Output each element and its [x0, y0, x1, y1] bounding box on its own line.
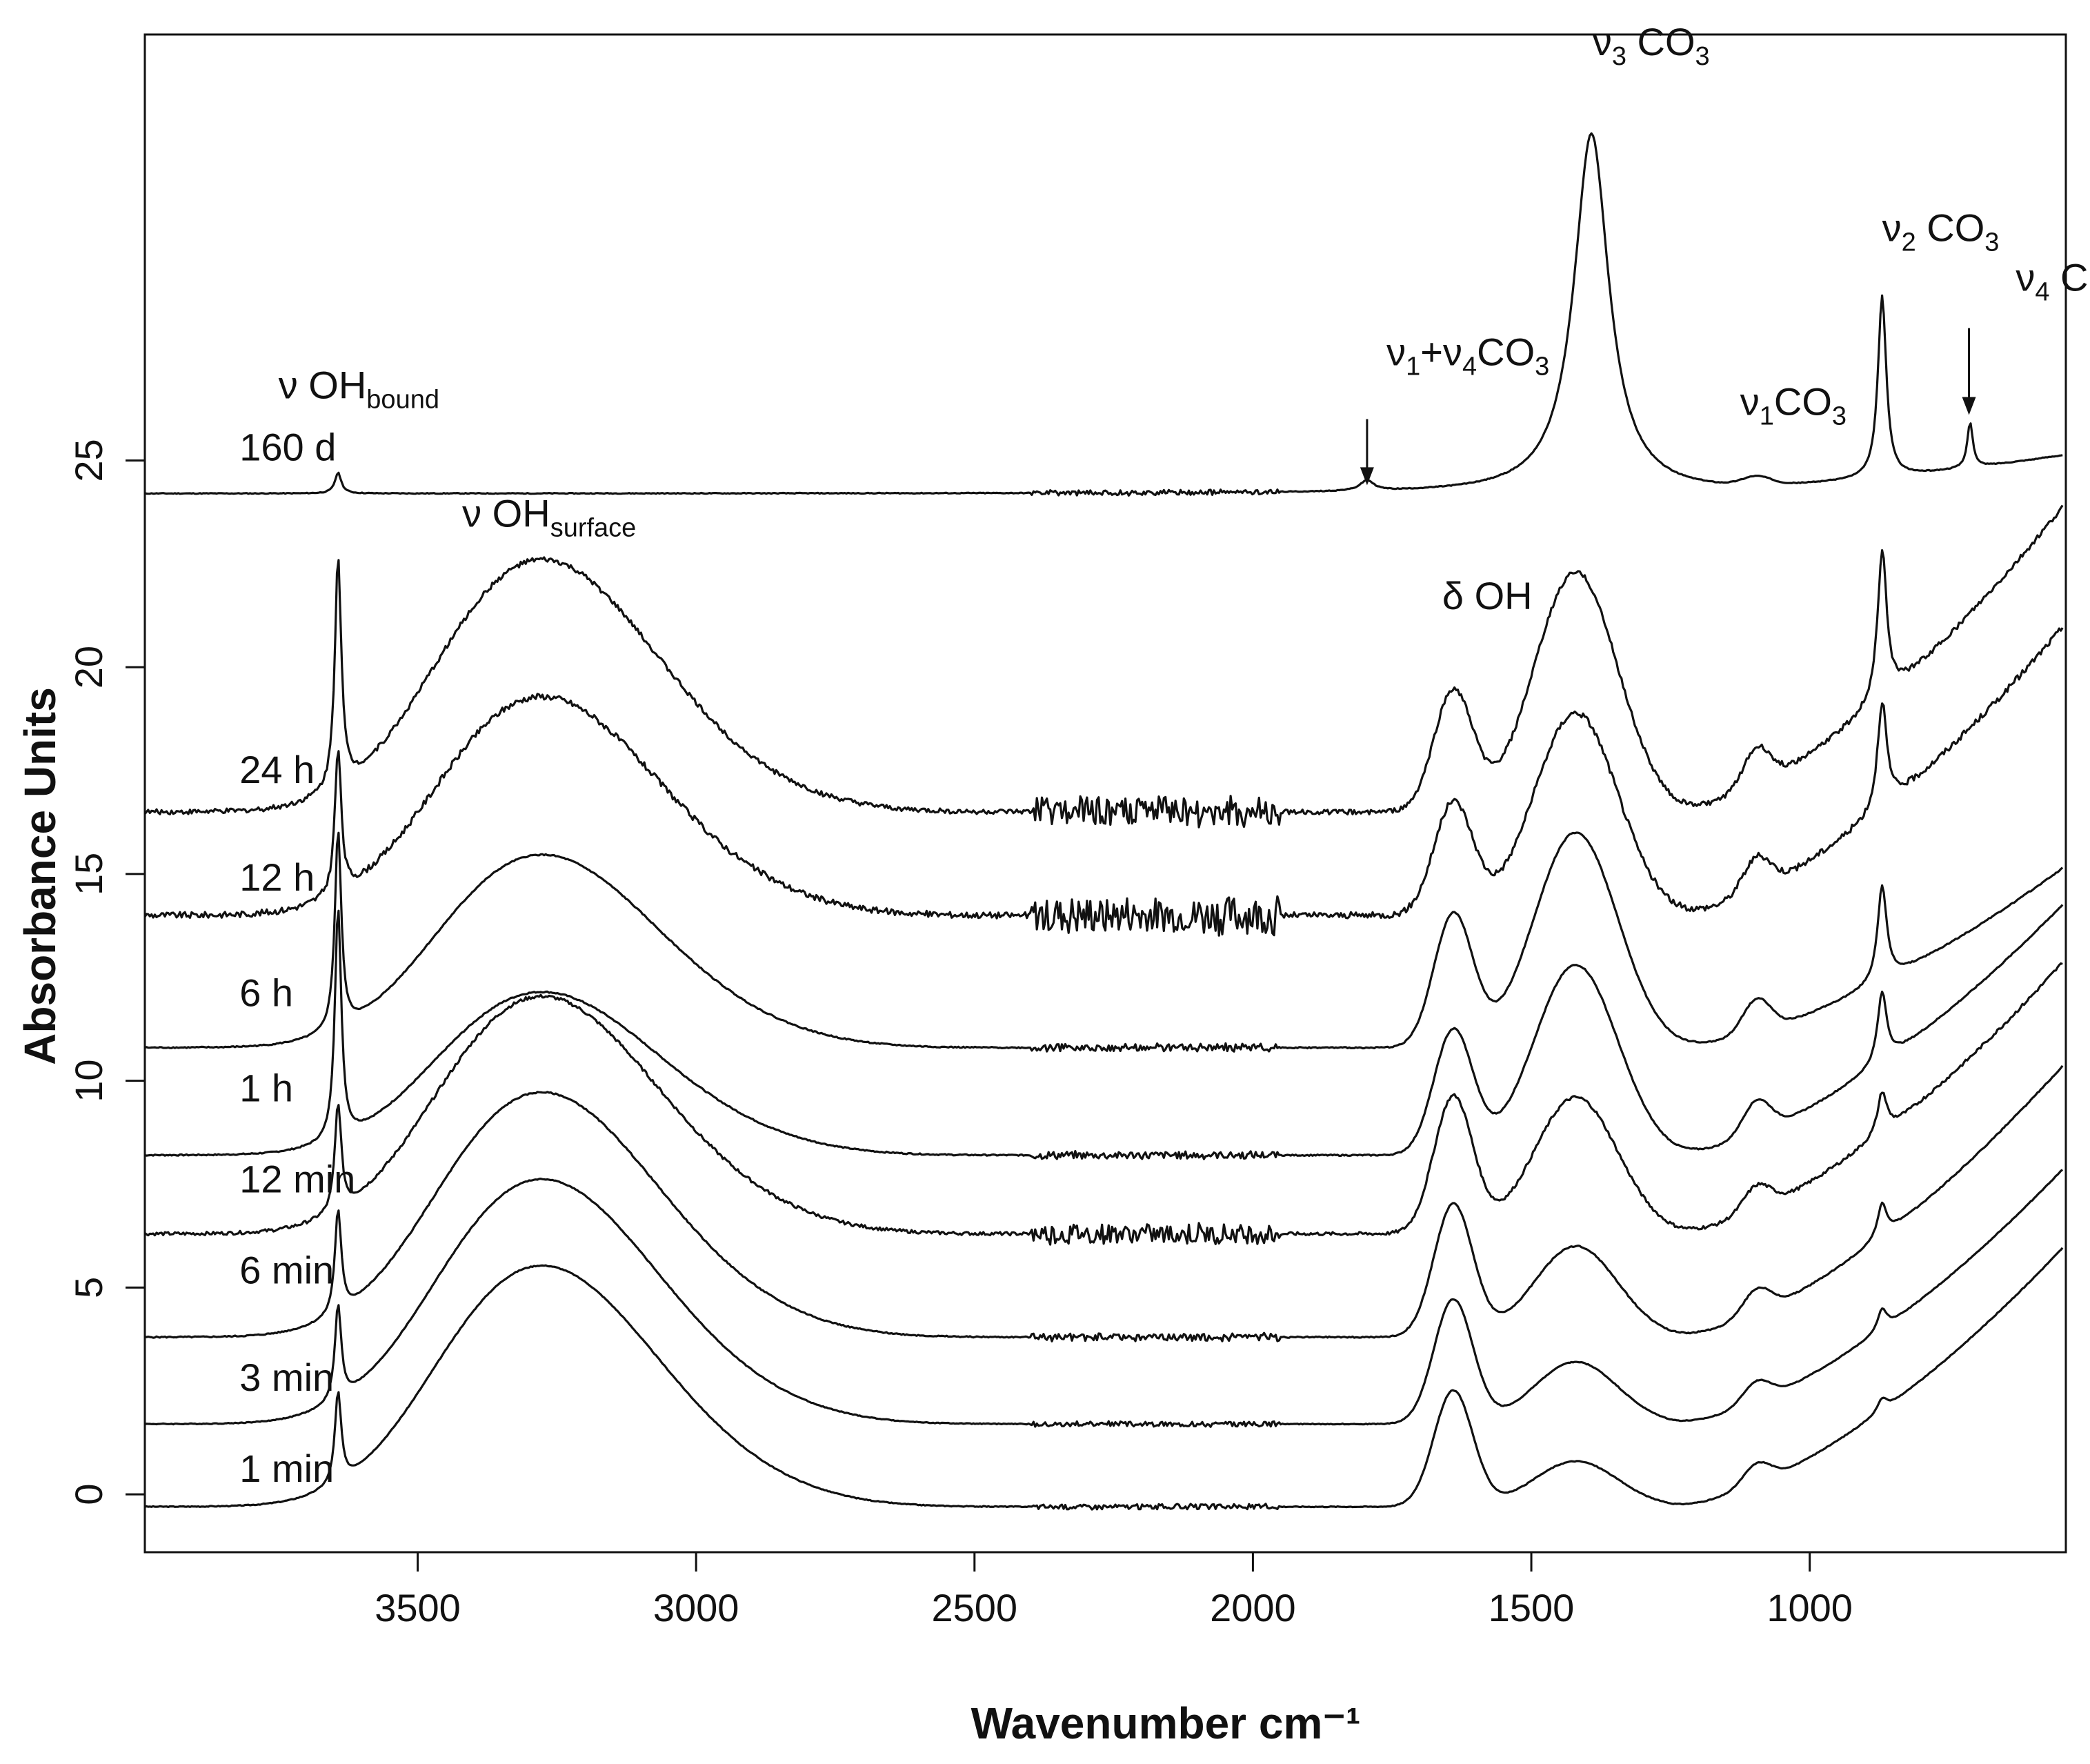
series-label-5: 6 h	[239, 971, 293, 1015]
spectrum-line-0	[144, 1247, 2064, 1511]
series-label-4: 1 h	[239, 1067, 293, 1110]
plot-border	[143, 33, 2067, 1554]
y-tick-label: 15	[67, 853, 110, 895]
y-axis-title: Absorbance Units	[15, 687, 65, 1065]
annotation-v1v4: ν1+ν4CO3	[1386, 330, 1549, 381]
series-label-2: 6 min	[239, 1248, 334, 1291]
annotation-v1: ν1CO3	[1740, 379, 1847, 430]
annotation-v4: ν4 CO3	[2016, 256, 2090, 307]
y-tick-label: 10	[67, 1059, 110, 1102]
y-tick-label: 5	[67, 1277, 110, 1298]
series-labels: 1 min 3 min 6 min 12 min 1 h 6 h 12 h 24 h 160 d	[239, 425, 355, 1490]
annotation-arrowhead-v1v4	[1360, 467, 1374, 486]
spectrum-line-2	[144, 1064, 2064, 1342]
series-lines	[143, 132, 2064, 1511]
x-axis-title: Wavenumber cm⁻¹	[971, 1698, 1361, 1748]
series-label-8: 160 d	[239, 425, 336, 468]
annotation-arrowhead-v4	[1962, 397, 1976, 415]
plot-frame	[143, 33, 2067, 1554]
x-tick-label: 3000	[653, 1586, 739, 1629]
annotation-v2: ν2 CO3	[1882, 206, 2000, 257]
annotation-oh_surface: ν OHsurface	[462, 491, 636, 542]
y-tick-label: 0	[67, 1483, 110, 1505]
spectrum-line-4	[144, 904, 2064, 1160]
series-label-0: 1 min	[239, 1447, 334, 1490]
series-label-6: 12 h	[239, 855, 315, 899]
spectrum-line-5	[144, 831, 2064, 1053]
y-tick-label: 25	[67, 439, 110, 482]
x-tick-label: 2000	[1210, 1586, 1296, 1629]
peak-annotations: ν OHbound ν OHsurface δ OH ν1+ν4CO3 ν3 CO3 ν1…	[279, 20, 2090, 617]
x-tick-label: 1000	[1766, 1586, 1853, 1629]
y-tick-label: 20	[67, 646, 110, 688]
spectrum-line-6	[143, 627, 2064, 937]
series-label-3: 12 min	[239, 1157, 355, 1200]
x-tick-label: 2500	[932, 1586, 1018, 1629]
series-label-1: 3 min	[239, 1356, 334, 1399]
annotation-v3: ν3 CO3	[1593, 20, 1710, 71]
spectrum-line-3	[144, 962, 2063, 1246]
annotation-delta_oh: δ OH	[1442, 574, 1533, 617]
spectrum-line-7	[143, 504, 2064, 829]
annotation-oh_bound: ν OHbound	[279, 364, 439, 415]
spectrum-line-8	[144, 132, 2063, 497]
y-axis-ticks: 0 5 10 15 20 25	[67, 439, 145, 1505]
series-label-7: 24 h	[239, 748, 315, 791]
x-tick-label: 1500	[1489, 1586, 1575, 1629]
x-axis-ticks: 3500 3000 2500 2000 1500 1000	[375, 1552, 1853, 1629]
spectrum-line-1	[144, 1169, 2064, 1428]
x-tick-label: 3500	[375, 1586, 461, 1629]
